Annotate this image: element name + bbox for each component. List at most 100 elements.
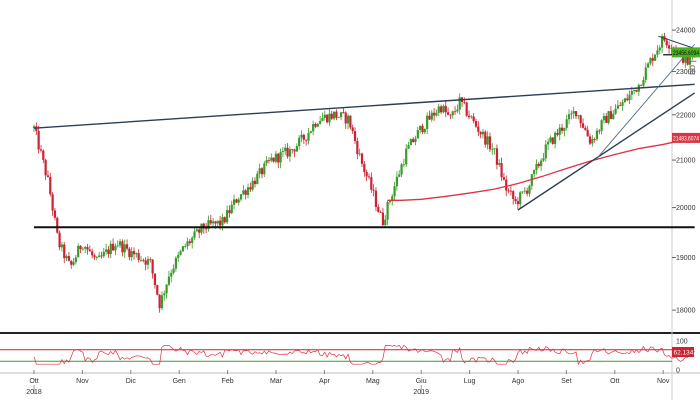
candle bbox=[144, 257, 147, 271]
y-tick-label: 23000 bbox=[676, 69, 696, 76]
candle-body bbox=[56, 217, 59, 233]
candle bbox=[230, 200, 233, 215]
rising-trendline bbox=[517, 92, 696, 211]
candle bbox=[628, 90, 631, 105]
candle bbox=[307, 127, 310, 145]
candle bbox=[253, 177, 257, 188]
candle-body bbox=[91, 251, 94, 256]
candle bbox=[312, 120, 315, 136]
candle bbox=[356, 137, 359, 160]
candle bbox=[291, 149, 294, 154]
candle-body bbox=[484, 131, 487, 145]
candle-body bbox=[626, 98, 629, 101]
candle bbox=[528, 184, 531, 197]
candle bbox=[470, 115, 473, 119]
candle bbox=[502, 172, 506, 181]
candle bbox=[135, 252, 138, 258]
candle bbox=[298, 135, 301, 150]
candle bbox=[337, 116, 340, 118]
price-tag-bg bbox=[672, 47, 700, 58]
candle-body bbox=[374, 190, 378, 207]
oscillator-value-tag: 62.134 bbox=[672, 346, 694, 357]
candle bbox=[577, 115, 580, 120]
candle bbox=[42, 149, 45, 164]
candle-body bbox=[139, 259, 143, 261]
candle bbox=[393, 181, 396, 201]
candle bbox=[63, 241, 66, 264]
candle bbox=[472, 113, 475, 124]
candle-body bbox=[42, 150, 45, 160]
candle bbox=[251, 177, 254, 192]
candle bbox=[302, 133, 305, 144]
x-tick-label: Ott bbox=[29, 378, 38, 385]
candle bbox=[647, 62, 650, 68]
osc-tag-label: 62.134 bbox=[674, 349, 694, 356]
candle bbox=[547, 138, 550, 151]
candle-body bbox=[174, 257, 178, 269]
candle bbox=[553, 131, 557, 149]
candle bbox=[288, 146, 291, 162]
candle bbox=[419, 125, 422, 134]
candle bbox=[607, 110, 610, 125]
candle-body bbox=[651, 58, 654, 61]
candle bbox=[507, 188, 510, 194]
candle-body bbox=[258, 168, 261, 174]
candle bbox=[563, 127, 566, 137]
candle-body bbox=[423, 129, 426, 133]
x-tick-label: Mag bbox=[366, 378, 380, 385]
candle-body bbox=[235, 199, 238, 203]
candle-body bbox=[209, 220, 212, 224]
candle-body bbox=[353, 131, 357, 142]
candle bbox=[191, 235, 194, 249]
candle-body bbox=[521, 191, 524, 193]
candle-body bbox=[449, 114, 452, 116]
candle-body bbox=[237, 199, 240, 203]
candle bbox=[465, 101, 468, 117]
x-tick-label: Gen bbox=[173, 378, 186, 385]
candle-body bbox=[635, 89, 638, 92]
candle bbox=[381, 207, 385, 227]
candle-body bbox=[46, 175, 50, 177]
candle bbox=[360, 152, 364, 167]
candle-body bbox=[463, 101, 466, 103]
y-tick-label: 18000 bbox=[676, 308, 696, 315]
candle-body bbox=[95, 257, 98, 258]
x-tick-label: Nov bbox=[657, 378, 670, 385]
candle-body bbox=[500, 163, 503, 178]
candle-body bbox=[79, 245, 82, 250]
candle-body bbox=[421, 125, 424, 133]
candle bbox=[142, 258, 145, 263]
candle bbox=[453, 106, 457, 115]
candle-body bbox=[686, 55, 689, 65]
candle-body bbox=[335, 111, 338, 118]
candle bbox=[549, 135, 552, 144]
candle-body bbox=[665, 40, 668, 46]
candle-body bbox=[77, 245, 80, 258]
candle-body bbox=[512, 191, 515, 199]
candle bbox=[621, 99, 624, 111]
candle-body bbox=[286, 147, 289, 157]
candle-body bbox=[439, 106, 443, 113]
candle-body bbox=[428, 115, 431, 120]
candle-body bbox=[93, 255, 96, 258]
candle-body bbox=[198, 229, 201, 233]
candle bbox=[284, 143, 287, 155]
candle-body bbox=[239, 194, 243, 200]
candle bbox=[116, 240, 119, 248]
candle-body bbox=[312, 124, 315, 132]
candle bbox=[358, 148, 361, 157]
candle-body bbox=[51, 194, 54, 211]
candle-body bbox=[277, 153, 280, 163]
candle bbox=[237, 197, 240, 206]
candle-body bbox=[540, 160, 543, 167]
candle-body bbox=[156, 285, 159, 295]
candle bbox=[72, 257, 75, 267]
candle bbox=[70, 260, 73, 269]
candle-body bbox=[328, 113, 331, 123]
candle bbox=[484, 129, 487, 148]
osc-tick-label: 100 bbox=[676, 339, 688, 346]
candle-body bbox=[284, 147, 287, 152]
candle-body bbox=[102, 251, 105, 257]
